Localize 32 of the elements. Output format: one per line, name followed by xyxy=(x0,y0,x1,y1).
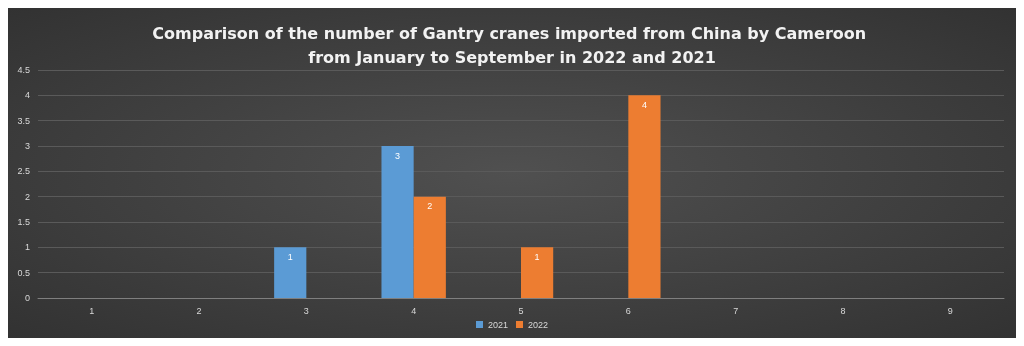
bar xyxy=(381,146,414,298)
x-tick-label: 5 xyxy=(518,305,524,316)
x-tick-label: 4 xyxy=(411,305,417,316)
x-tick-label: 2 xyxy=(196,305,202,316)
data-label: 1 xyxy=(534,251,540,262)
x-tick-label: 7 xyxy=(733,305,739,316)
data-label: 1 xyxy=(287,251,293,262)
y-tick-label: 1 xyxy=(24,242,30,253)
legend-label: 2022 xyxy=(528,319,549,330)
x-tick-label: 6 xyxy=(625,305,631,316)
bar xyxy=(521,247,554,298)
x-tick-label: 3 xyxy=(303,305,309,316)
data-label: 3 xyxy=(395,150,401,161)
y-tick-label: 2 xyxy=(24,191,30,202)
y-tick-label: 4.5 xyxy=(17,65,30,75)
y-tick-label: 2.5 xyxy=(17,166,30,177)
x-tick-label: 9 xyxy=(947,305,953,316)
chart-title: Comparison of the number of Gantry cranes imported from China by Cameroon from January to September in 2022 and 2021 xyxy=(152,23,872,67)
x-tick-label: 1 xyxy=(89,305,95,316)
y-tick-label: 4 xyxy=(24,90,30,101)
bar xyxy=(628,95,661,298)
bar xyxy=(274,247,307,298)
bar xyxy=(413,196,446,298)
y-tick-label: 3.5 xyxy=(17,115,30,126)
data-label: 4 xyxy=(641,99,647,110)
y-tick-label: 0.5 xyxy=(17,267,30,278)
y-tick-label: 3 xyxy=(24,141,30,151)
y-tick-label: 0 xyxy=(24,293,30,303)
y-tick-label: 1.5 xyxy=(17,217,30,227)
x-tick-label: 8 xyxy=(840,305,846,316)
data-label: 2 xyxy=(427,201,433,212)
legend-label: 2021 xyxy=(487,319,509,330)
